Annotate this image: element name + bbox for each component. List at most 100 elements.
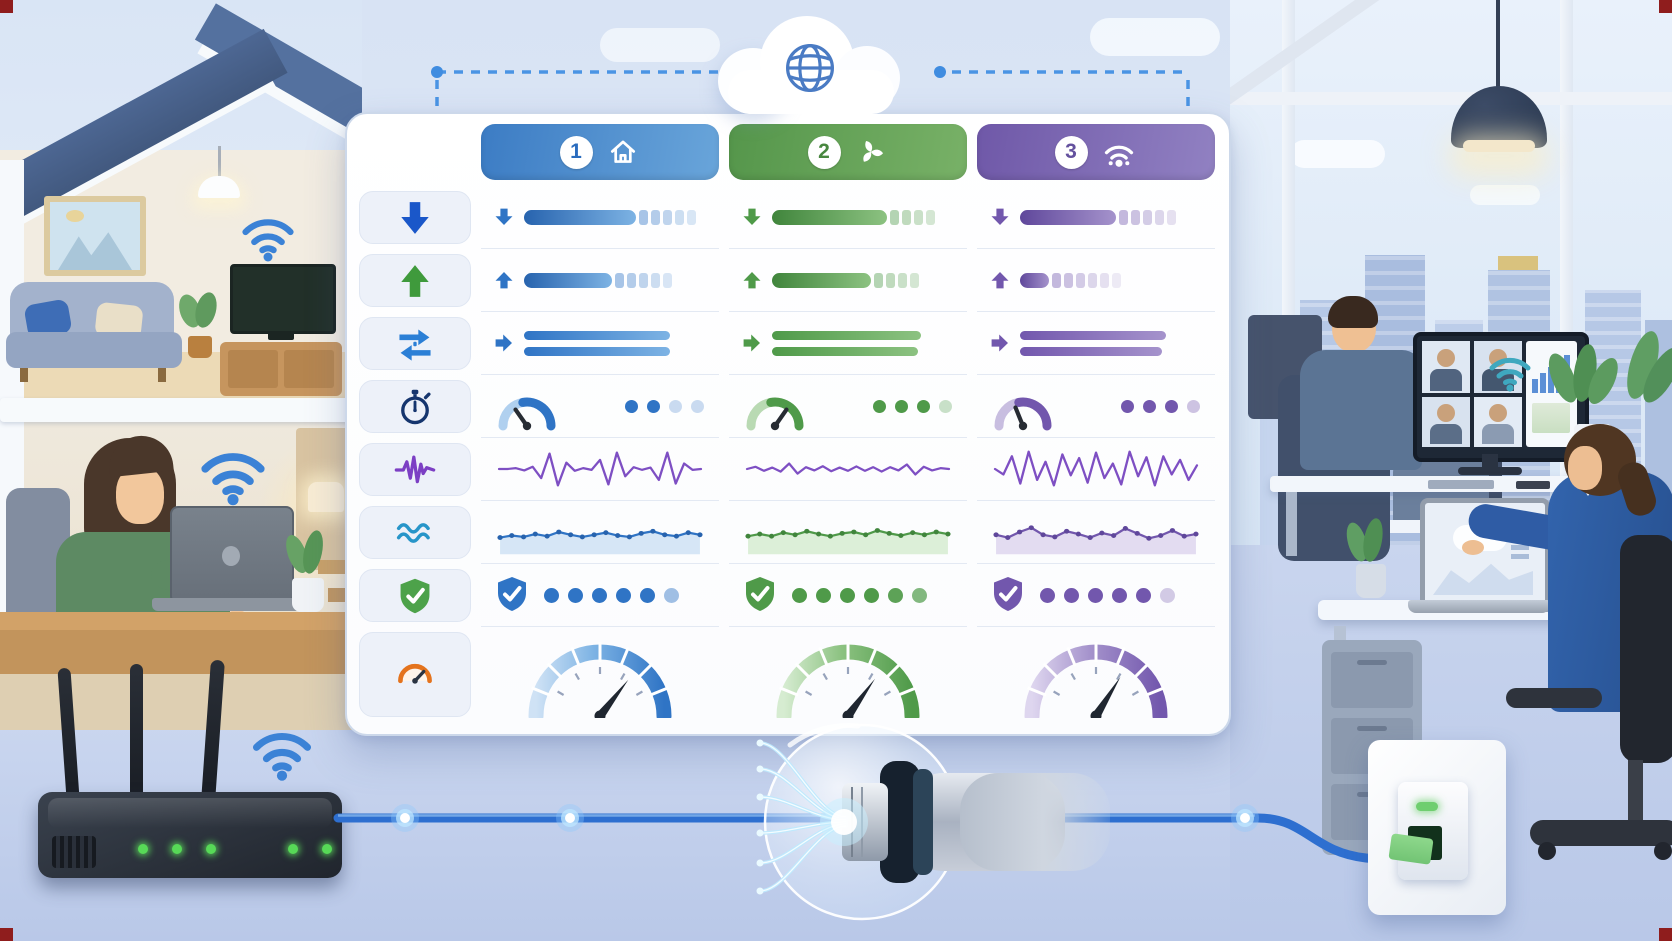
caller-head — [1437, 404, 1455, 422]
latency-gauge — [746, 397, 804, 431]
stability-area-chart — [497, 529, 703, 555]
left-arrow-icon — [743, 334, 760, 352]
security-dot — [592, 587, 607, 603]
corner-marker — [1659, 0, 1672, 13]
study-lamp — [308, 482, 344, 512]
rating-dot — [1121, 399, 1134, 413]
wifi-icon — [1486, 352, 1534, 392]
speed-bar-track — [1020, 272, 1202, 288]
mini-chart-2 — [1532, 403, 1570, 433]
upload-arrow-icon — [401, 264, 429, 297]
router-led — [138, 844, 148, 854]
monitor-base — [1458, 467, 1522, 475]
bar-segment — [651, 272, 660, 288]
window-frame-bar — [1230, 92, 1672, 105]
wifi-icon — [238, 212, 298, 262]
rating-dot — [1143, 399, 1156, 413]
woman2-face — [1568, 446, 1602, 490]
transfer-bar — [1020, 330, 1166, 340]
speed-bar-fill — [1020, 209, 1116, 225]
plant-pot — [188, 336, 212, 358]
sofa-leg — [158, 368, 166, 382]
bar-segment — [1155, 209, 1164, 225]
desk2-plant-pot — [1356, 564, 1386, 598]
sky-cloud — [1090, 18, 1220, 56]
desk-plant-pot — [292, 578, 324, 612]
latency-gauge — [994, 397, 1052, 431]
column-3-badge: 3 — [1054, 135, 1088, 169]
rating-dots — [1121, 399, 1202, 413]
tv-stand — [268, 332, 294, 340]
metric-icon-cell-transfer — [359, 317, 471, 371]
office-chair-post — [1628, 760, 1643, 826]
column-3-header: 3 — [977, 124, 1215, 180]
up-arrow-icon — [495, 272, 513, 289]
two-way-arrows-icon — [399, 329, 431, 361]
router-vents — [52, 836, 96, 868]
monitor-stand — [1482, 454, 1498, 469]
bar-segment — [663, 209, 672, 225]
shield-check-icon — [400, 578, 430, 614]
column-1-header: 1 — [481, 124, 719, 180]
stopwatch-icon — [401, 389, 431, 424]
download-arrow-icon — [401, 201, 429, 234]
up-arrow-icon — [743, 272, 761, 289]
pendant-lamp — [198, 176, 240, 198]
bar-segment — [663, 272, 672, 288]
speed-bar-fill — [524, 209, 636, 225]
security-cell-col1 — [481, 564, 719, 628]
bar-segment — [910, 272, 919, 288]
transfer-bar — [524, 330, 670, 340]
wall-outlet — [1368, 740, 1506, 915]
bar-segment — [627, 272, 636, 288]
speed-bar-track — [772, 209, 954, 225]
bar-segment — [926, 209, 935, 225]
comparison-table: 1 2 3 — [345, 112, 1231, 736]
router-antenna — [130, 664, 143, 802]
column-3-badge-number: 3 — [1065, 140, 1077, 163]
rating-dot — [895, 399, 908, 413]
speed-bar-track — [524, 272, 706, 288]
bandwidth-cell-col2 — [729, 501, 967, 565]
shield-check-icon — [498, 577, 526, 612]
security-dot — [1136, 587, 1151, 603]
transfer-bar — [1020, 346, 1162, 356]
speed-bar-fill — [772, 272, 871, 288]
caller-head — [1437, 349, 1455, 367]
security-cell-col2 — [729, 564, 967, 628]
latency-gauge — [498, 397, 556, 431]
corner-marker — [0, 0, 13, 13]
router-led — [206, 844, 216, 854]
caller-body — [1430, 369, 1462, 391]
download-cell-col1 — [481, 186, 719, 250]
jitter-waveform — [993, 450, 1199, 487]
metric-icon-cell-jitter — [359, 443, 471, 497]
rating-dot — [647, 399, 660, 413]
security-dot — [664, 587, 679, 603]
mini-bar — [1532, 379, 1538, 393]
jitter-cell-col1 — [481, 438, 719, 502]
pendant-cord — [1496, 0, 1500, 92]
security-cell-col3 — [977, 564, 1215, 628]
speed-bar-fill — [772, 209, 887, 225]
outlet-led — [1416, 802, 1438, 811]
metric-icon-cell-download — [359, 191, 471, 245]
transfer-cell-col1 — [481, 312, 719, 376]
sky-cloud — [600, 28, 720, 62]
speed-bar-track — [524, 209, 706, 225]
security-dots — [1040, 587, 1177, 603]
upload-cell-col2 — [729, 249, 967, 313]
down-arrow-icon — [495, 208, 513, 226]
laptop-base — [152, 598, 304, 611]
tv-console — [220, 342, 342, 396]
security-dots — [544, 587, 681, 603]
column-1-badge-number: 1 — [570, 140, 582, 163]
bar-segment — [886, 272, 895, 288]
mini-bar — [1540, 373, 1546, 393]
rating-dot — [873, 399, 886, 413]
stability-area-chart — [993, 525, 1199, 555]
bar-segment — [639, 272, 648, 288]
download-cell-col2 — [729, 186, 967, 250]
rating-dot — [691, 399, 704, 413]
